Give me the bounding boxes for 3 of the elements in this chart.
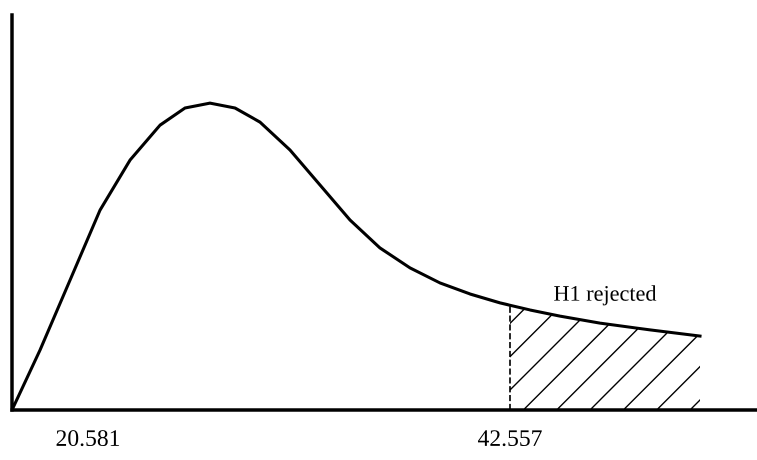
band-label: H1 rejected [554, 285, 656, 306]
x-tick-label: 20.581 [56, 430, 120, 446]
x-tick-label: 42.557 [478, 430, 542, 446]
